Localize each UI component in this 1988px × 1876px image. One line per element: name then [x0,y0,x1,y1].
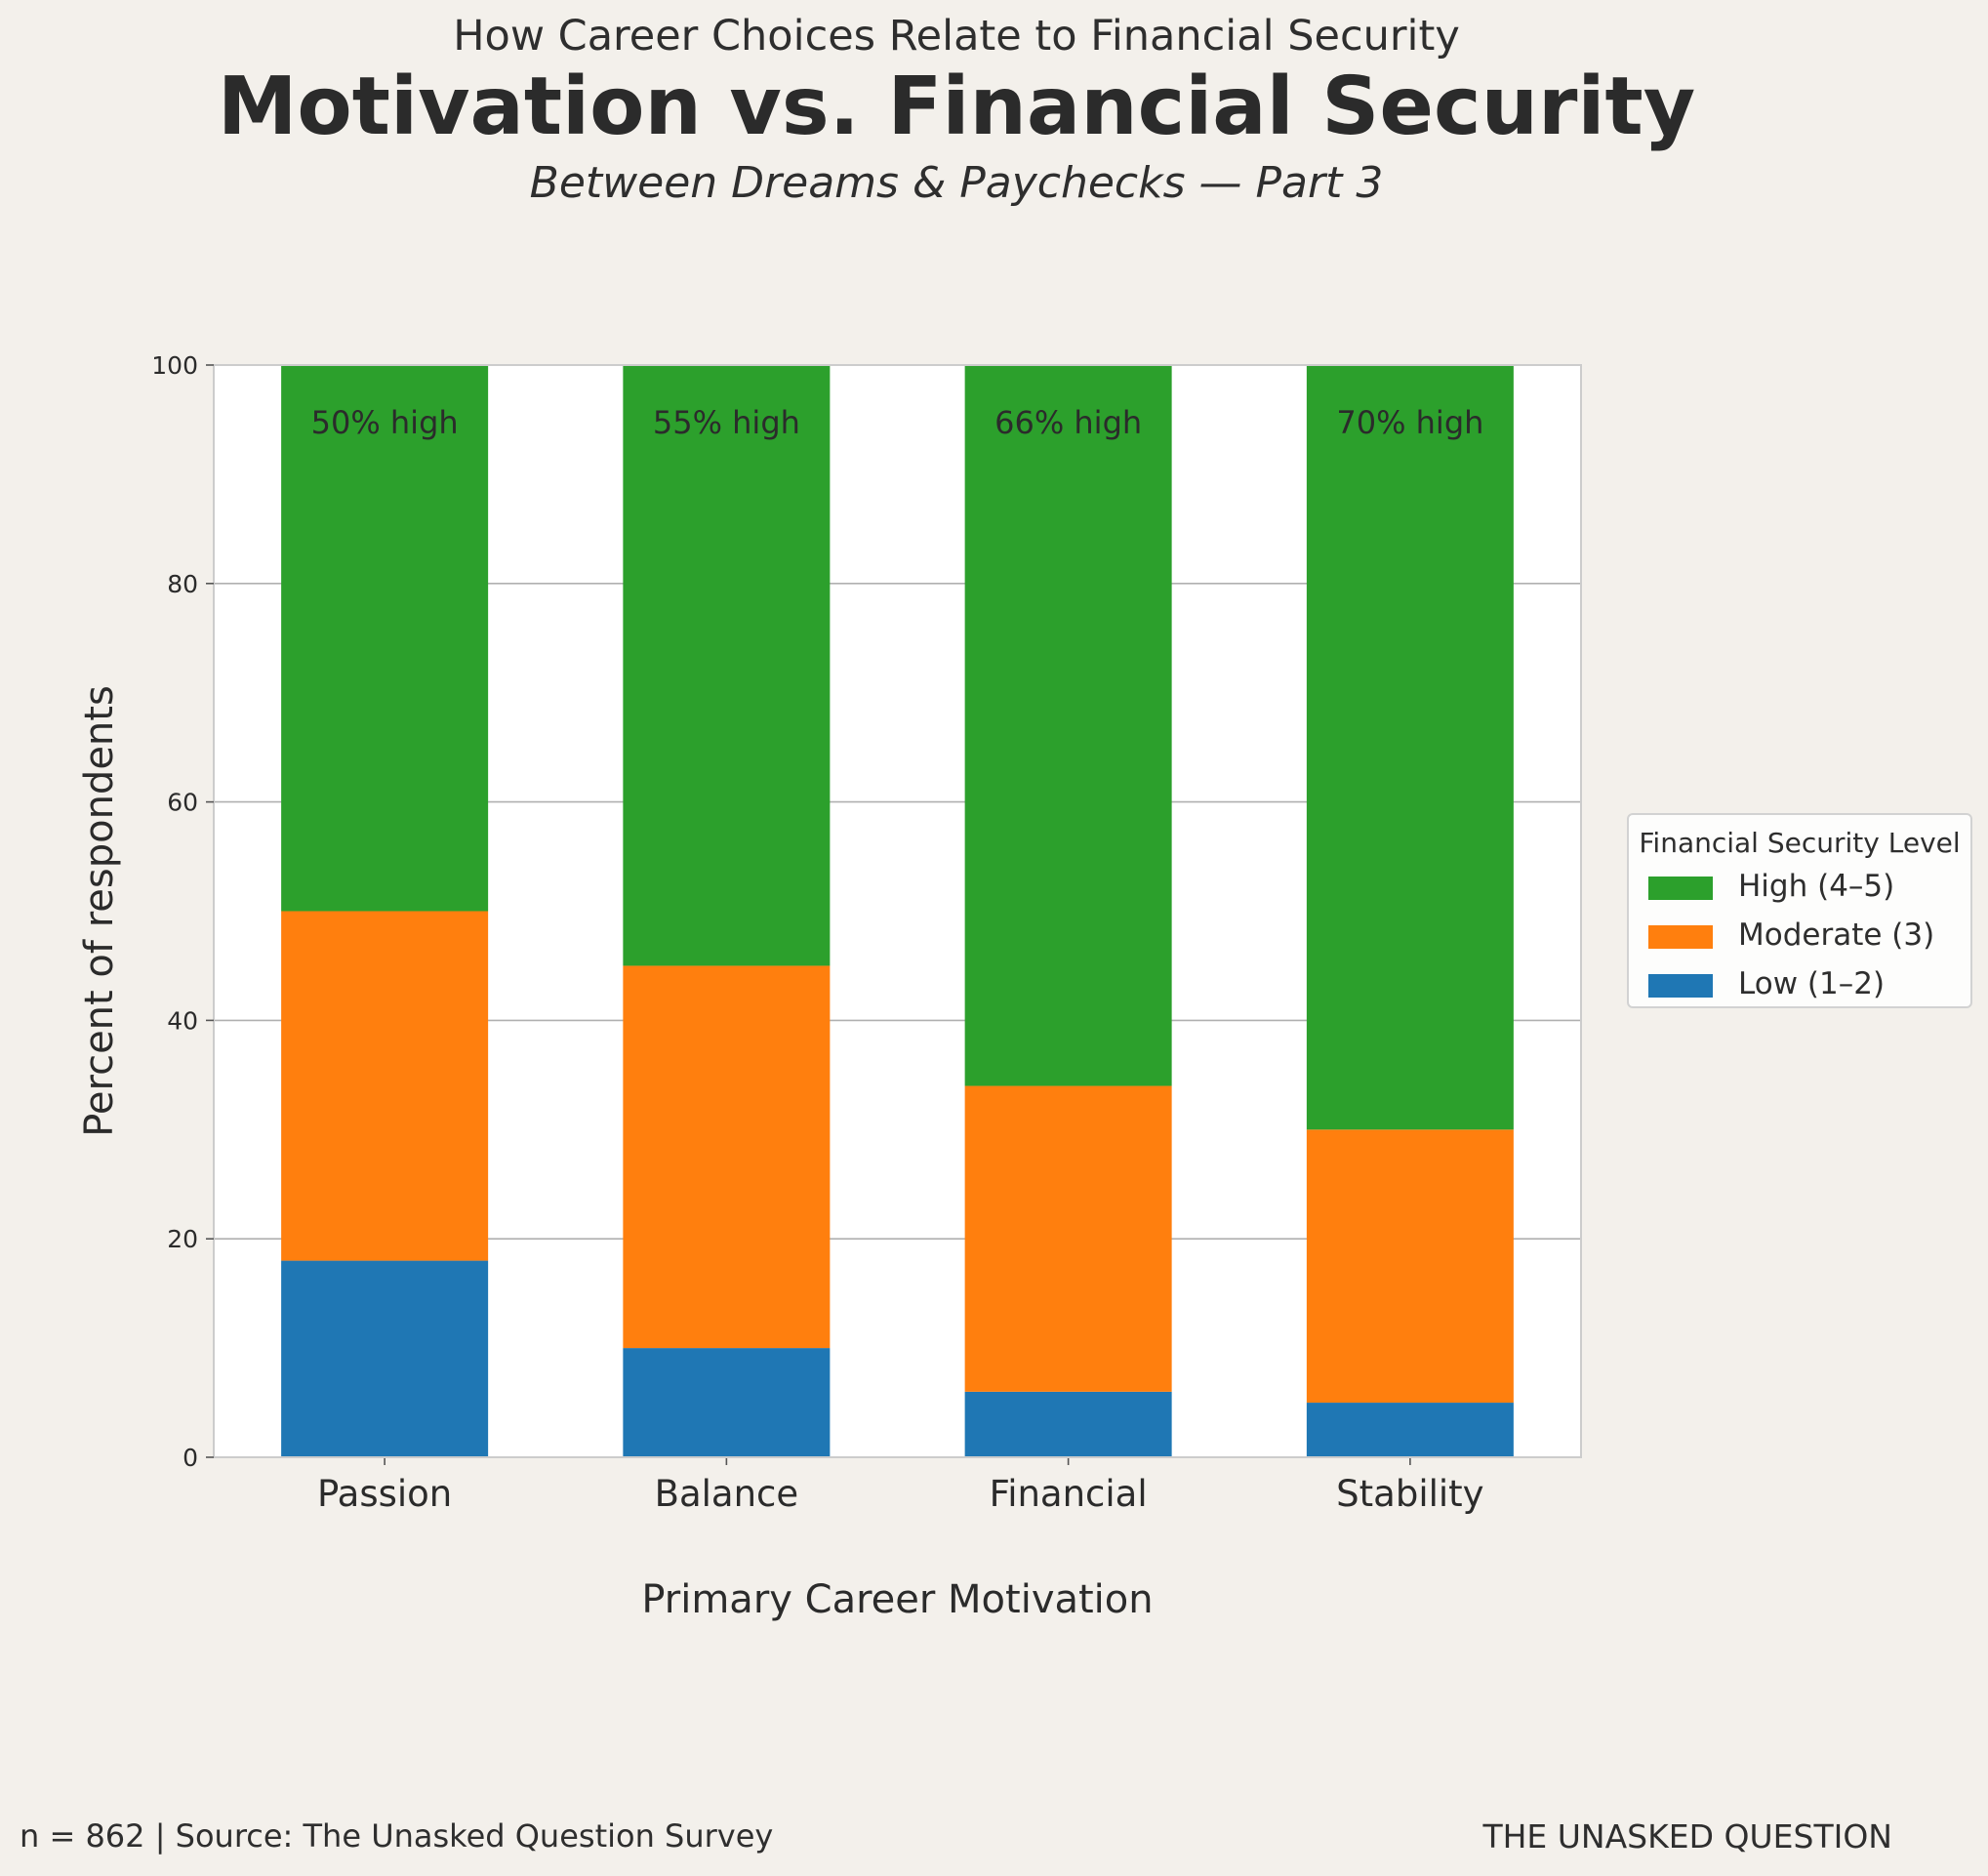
y-tick-label: 0 [183,1444,198,1472]
bar-passion-moderate [281,911,489,1261]
bar-financial-low [964,1391,1172,1457]
x-tick-label: Passion [317,1473,452,1515]
source-note: n = 862 | Source: The Unasked Question S… [20,1817,774,1855]
bar-annotation: 50% high [311,404,459,441]
brand-name: THE UNASKED QUESTION [1482,1817,1892,1856]
bar-financial-moderate [964,1085,1172,1392]
bar-balance-low [623,1348,831,1457]
chart-title: Motivation vs. Financial Security [217,61,1696,153]
x-axis-label: Primary Career Motivation [641,1577,1153,1622]
legend-swatch-high [1648,877,1713,900]
legend-title: Financial Security Level [1639,827,1961,859]
y-tick-label: 40 [167,1006,198,1035]
chart-kicker: How Career Choices Relate to Financial S… [453,12,1460,61]
bar-annotation: 55% high [653,404,800,441]
legend-swatch-low [1648,974,1713,998]
bar-stability-high [1306,365,1514,1130]
y-tick-label: 80 [167,570,198,598]
bar-stability-moderate [1306,1129,1514,1404]
x-tick-label: Stability [1336,1473,1483,1515]
bar-passion-low [281,1260,489,1457]
bar-stability-low [1306,1403,1514,1457]
plot-frame [213,364,1582,1458]
bar-balance-moderate [623,965,831,1349]
y-tick-label: 20 [167,1225,198,1253]
bar-financial-high [964,365,1172,1086]
bar-balance-high [623,365,831,966]
legend-swatch-moderate [1648,925,1713,949]
y-axis-label: Percent of respondents [77,685,122,1137]
chart-subtitle: Between Dreams & Paychecks — Part 3 [529,158,1384,208]
y-tick-label: 60 [167,789,198,817]
y-tick-label: 100 [151,351,198,380]
bar-passion-high [281,365,489,912]
legend-label-low: Low (1–2) [1738,966,1886,1001]
x-tick-label: Balance [655,1473,799,1515]
bar-annotation: 70% high [1336,404,1483,441]
legend: Financial Security Level High (4–5) Mode… [1627,813,1972,1008]
bar-annotation: 66% high [994,404,1142,441]
x-tick-label: Financial [990,1473,1148,1515]
legend-label-high: High (4–5) [1738,869,1895,904]
legend-label-moderate: Moderate (3) [1738,918,1935,953]
